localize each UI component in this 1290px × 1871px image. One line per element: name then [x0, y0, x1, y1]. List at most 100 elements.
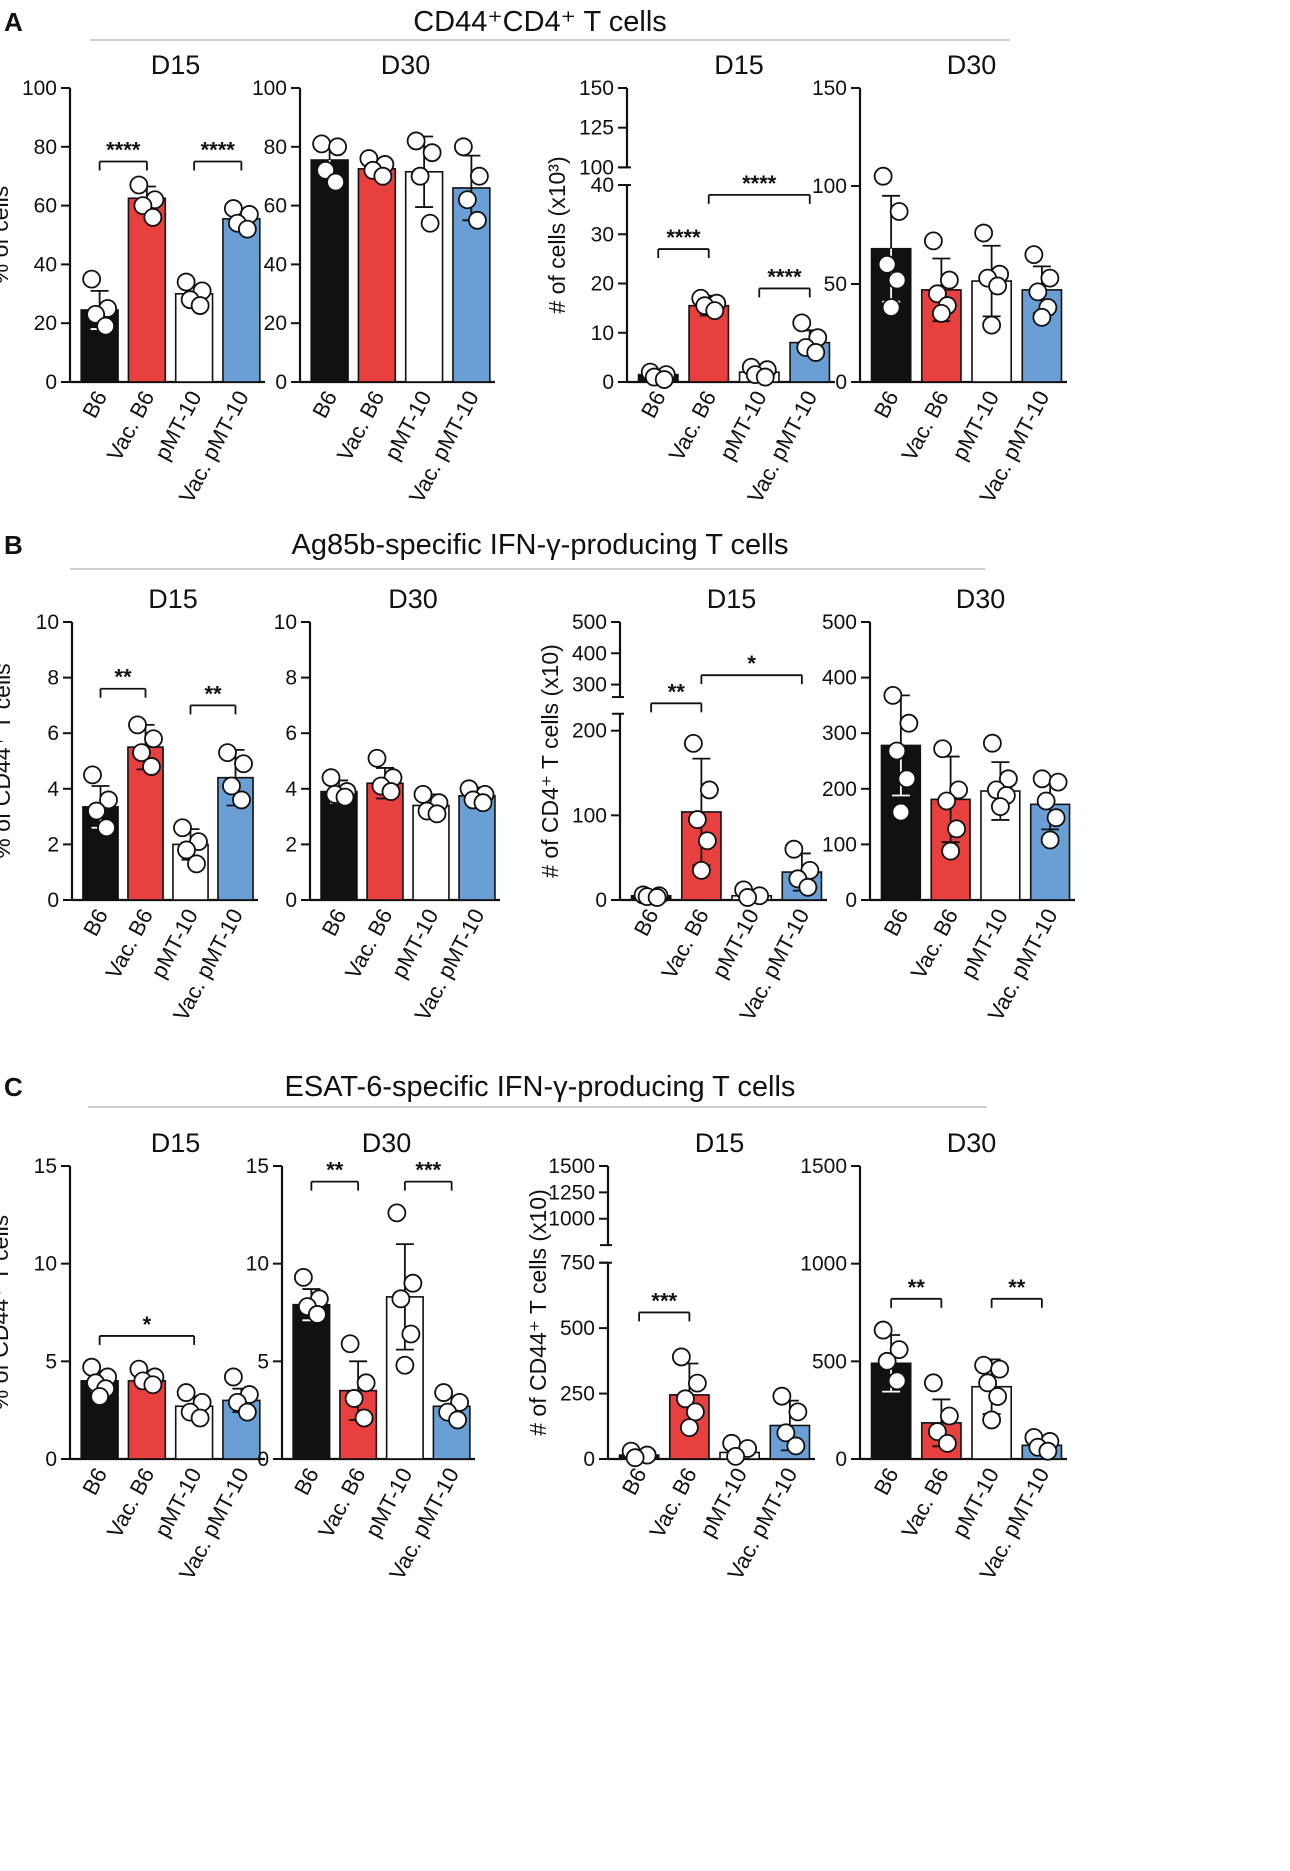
data-point: [792, 313, 812, 333]
data-point: [176, 1383, 196, 1402]
data-point: [988, 1387, 1008, 1406]
bar: [412, 804, 450, 901]
y-tick-label: 200: [822, 778, 857, 801]
bar: [366, 782, 404, 901]
data-point: [776, 1423, 796, 1443]
y-tick-label: 400: [572, 642, 607, 665]
data-point: [467, 210, 487, 230]
data-point: [937, 791, 957, 811]
y-tick-label: 20: [264, 312, 287, 335]
y-tick-label: 10: [591, 322, 614, 345]
data-point: [873, 166, 893, 186]
significance-label: **: [1008, 1275, 1026, 1300]
y-tick-label: 0: [595, 889, 607, 912]
data-point: [1032, 307, 1052, 327]
data-point: [877, 254, 897, 274]
data-point: [173, 818, 192, 838]
chart-title: D15: [148, 584, 198, 614]
y-tick-label: 40: [591, 174, 614, 197]
data-point: [354, 1408, 374, 1428]
data-point: [933, 739, 953, 759]
y-tick-label: 0: [47, 889, 59, 912]
chart-title: D30: [388, 584, 438, 614]
data-point: [1048, 772, 1068, 792]
y-tick-label: 0: [583, 1448, 595, 1471]
section-title: ESAT-6-specific IFN-γ-producing T cells: [285, 1071, 796, 1103]
y-tick-label: 0: [835, 371, 847, 394]
category-label: B6: [78, 905, 113, 941]
data-point: [927, 1422, 947, 1442]
category-label: B6: [77, 1464, 112, 1500]
data-point: [307, 1305, 327, 1324]
data-point: [129, 175, 149, 195]
data-point: [931, 303, 951, 323]
y-tick-label: 80: [34, 136, 57, 159]
data-point: [772, 1386, 792, 1406]
y-tick-label: 1500: [548, 1155, 595, 1178]
data-point: [190, 1408, 210, 1428]
data-point: [923, 1373, 943, 1393]
data-point: [237, 1402, 257, 1422]
data-point: [937, 1433, 957, 1453]
data-point: [316, 160, 336, 180]
data-point: [406, 131, 426, 151]
data-point: [625, 1448, 645, 1468]
y-tick-label: 100: [812, 175, 847, 198]
data-point: [1032, 769, 1052, 789]
data-point: [96, 316, 116, 336]
category-label: pMT-10: [715, 387, 772, 465]
section-title: Ag85b-specific IFN-γ-producing T cells: [292, 529, 789, 561]
data-point: [448, 1410, 468, 1430]
significance-label: ****: [742, 171, 777, 196]
panel-letter: C: [4, 1072, 23, 1102]
category-label: Vac. B6: [656, 905, 713, 983]
data-point: [128, 715, 147, 735]
data-point: [97, 818, 116, 838]
data-point: [889, 1340, 909, 1360]
chart-title: D30: [956, 584, 1006, 614]
data-point: [232, 790, 251, 810]
data-point: [699, 780, 719, 800]
data-point: [90, 1387, 110, 1406]
data-point: [395, 1355, 415, 1375]
data-point: [1040, 830, 1060, 850]
y-tick-label: 0: [285, 889, 297, 912]
data-point: [420, 213, 440, 233]
chart: 0 100 200 300 400 500 D15 # of CD4⁺ T cells (x1…: [537, 584, 827, 1025]
y-axis-label: % of CD44⁺ T cells: [0, 1215, 13, 1410]
y-tick-label: 125: [579, 117, 614, 140]
significance-label: ****: [666, 225, 701, 250]
data-point: [1040, 268, 1060, 288]
data-point: [982, 733, 1002, 753]
y-tick-label: 8: [285, 667, 297, 690]
y-tick-label: 200: [572, 720, 607, 743]
chart-title: D30: [362, 1128, 412, 1158]
data-point: [697, 831, 717, 851]
chart-title: D15: [707, 584, 757, 614]
y-tick-label: 60: [264, 195, 287, 218]
data-point: [982, 1410, 1002, 1430]
data-point: [687, 1373, 707, 1393]
data-point: [974, 1355, 994, 1375]
data-point: [691, 860, 711, 880]
category-label: Vac. B6: [896, 387, 953, 465]
data-point: [654, 370, 674, 389]
y-tick-label: 150: [579, 77, 614, 100]
significance-label: *: [143, 1312, 152, 1337]
data-point: [883, 685, 903, 705]
data-point: [982, 315, 1002, 335]
data-point: [881, 298, 901, 317]
data-point: [647, 888, 667, 907]
y-tick-label: 8: [47, 667, 59, 690]
category-label: B6: [307, 387, 342, 423]
category-label: pMT-10: [956, 905, 1013, 983]
data-point: [293, 1267, 313, 1287]
data-point: [679, 1418, 699, 1437]
chart-title: D15: [151, 50, 201, 80]
data-point: [891, 802, 911, 822]
y-tick-label: 2: [47, 833, 59, 856]
